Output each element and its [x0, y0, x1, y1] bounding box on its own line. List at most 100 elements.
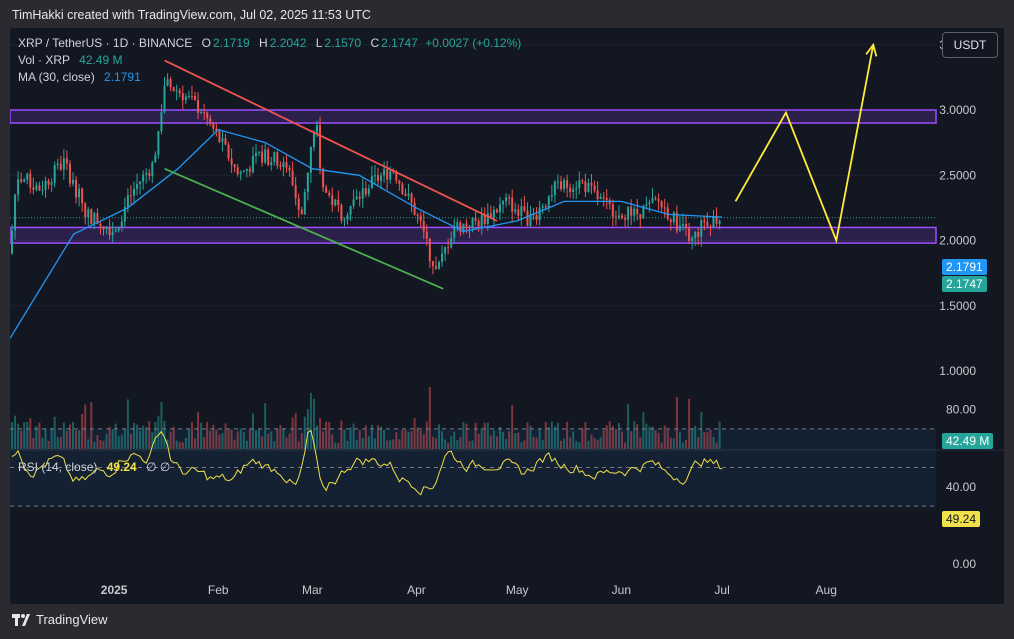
candle-body: [334, 199, 337, 206]
price-axis-label: 2.5000: [939, 168, 976, 182]
volume-bar: [663, 425, 666, 449]
candle-body: [428, 238, 431, 262]
volume-bar: [584, 422, 587, 449]
rsi-axis-label: 0.00: [953, 557, 977, 571]
volume-bar: [136, 424, 139, 449]
volume-bar: [75, 430, 78, 449]
volume-bar: [645, 423, 648, 449]
candle-body: [212, 122, 215, 129]
candle-body: [447, 247, 450, 249]
volume-bar: [431, 436, 434, 449]
volume-bar: [288, 433, 291, 449]
candle-body: [663, 207, 666, 209]
volume-bar: [471, 440, 474, 449]
candle-body: [621, 215, 623, 219]
candle-body: [633, 208, 636, 216]
candle-body: [285, 162, 288, 168]
close-value: 2.1747: [381, 36, 418, 50]
volume-bar: [151, 432, 154, 449]
volume-bar: [599, 437, 602, 449]
candle-body: [441, 253, 444, 262]
candle-body: [596, 190, 599, 200]
volume-bar: [575, 441, 578, 449]
change-value: +0.0027 (+0.12%): [425, 36, 522, 50]
volume-bar: [87, 439, 90, 449]
volume-bar: [297, 441, 300, 449]
volume-bar: [68, 424, 71, 449]
candle-body: [331, 195, 334, 206]
candle-body: [584, 181, 587, 193]
candle-body: [349, 205, 352, 216]
candle-body: [227, 144, 230, 159]
volume-bar: [596, 439, 599, 449]
candle-body: [535, 215, 538, 220]
candle-body: [129, 195, 132, 197]
tradingview-footer[interactable]: TradingView: [12, 612, 108, 627]
time-axis-label: Feb: [208, 583, 229, 597]
volume-bar: [468, 441, 471, 449]
candle-body: [282, 162, 285, 168]
candle-body: [566, 180, 569, 188]
volume-bar: [572, 431, 575, 449]
candle-body: [157, 131, 160, 155]
volume-bar: [569, 437, 572, 449]
volume-bar: [258, 429, 261, 449]
volume-bar: [535, 437, 538, 449]
volume-bar: [355, 440, 358, 449]
candle-body: [163, 85, 166, 112]
candle-body: [538, 207, 541, 220]
candle-body: [502, 201, 505, 205]
price-axis-label: 1.0000: [939, 364, 976, 378]
currency-button[interactable]: USDT: [942, 32, 998, 58]
candle-body: [453, 228, 456, 239]
volume-bar: [364, 425, 367, 449]
candle-body: [514, 209, 517, 212]
candle-body: [425, 231, 428, 239]
candle-body: [218, 130, 221, 142]
volume-bar: [282, 428, 285, 449]
candle-body: [14, 194, 17, 231]
volume-bar: [532, 436, 535, 449]
volume-bar: [267, 433, 270, 449]
candle-body: [352, 199, 355, 206]
candle-body: [624, 218, 627, 220]
volume-bar: [590, 434, 593, 449]
candle-body: [578, 180, 581, 188]
rsi-legend: RSI (14, close) 49.24 ∅ ∅: [18, 460, 170, 474]
time-axis-label: Jun: [612, 583, 631, 597]
candle-body: [456, 222, 459, 229]
candle-body: [123, 207, 126, 222]
candle-body: [526, 210, 529, 226]
volume-bar: [563, 438, 566, 449]
candle-body: [553, 181, 556, 196]
high-label: H: [259, 36, 268, 50]
volume-bar: [160, 402, 163, 449]
volume-bar: [120, 434, 123, 449]
price-chart-svg[interactable]: 3.50003.00002.50002.00001.50001.000080.0…: [10, 28, 1004, 604]
volume-bar: [492, 430, 495, 449]
volume-bar: [111, 428, 114, 449]
candle-body: [605, 198, 608, 200]
volume-bar: [163, 420, 166, 449]
candle-body: [209, 118, 212, 123]
candle-body: [355, 196, 358, 200]
volume-bar: [236, 431, 239, 449]
volume-bar: [291, 417, 294, 449]
rsi-hidden-icons[interactable]: ∅ ∅: [146, 460, 171, 474]
candle-body: [306, 172, 309, 193]
candle-body: [29, 173, 32, 188]
candle-body: [17, 179, 20, 195]
candle-body: [23, 179, 26, 182]
volume-bar: [169, 431, 172, 449]
candle-body: [184, 96, 187, 101]
volume-bar: [453, 431, 456, 449]
candle-body: [660, 201, 663, 208]
chart-panel[interactable]: 3.50003.00002.50002.00001.50001.000080.0…: [10, 28, 1004, 604]
volume-bar: [703, 431, 706, 449]
candle-body: [44, 180, 47, 190]
candle-body: [471, 217, 474, 228]
volume-bar: [242, 432, 245, 449]
candle-body: [486, 213, 489, 224]
candle-body: [328, 192, 331, 196]
volume-bar: [605, 425, 608, 449]
